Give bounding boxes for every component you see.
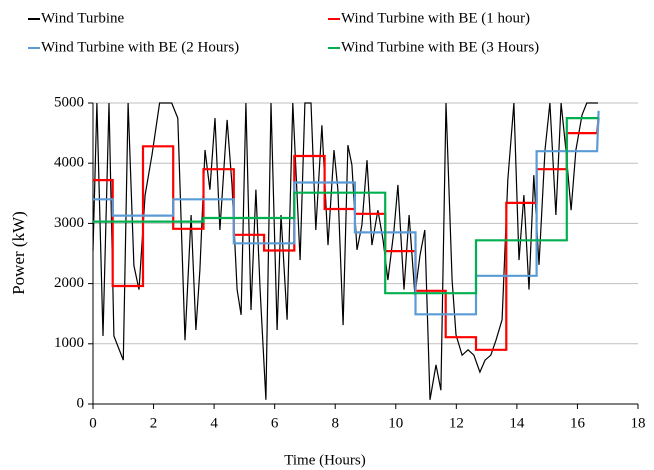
x-tick-label: 6 (271, 415, 279, 431)
x-tick-label: 10 (388, 415, 403, 431)
legend-label: Wind Turbine (41, 10, 125, 26)
legend-label: Wind Turbine with BE (3 Hours) (341, 39, 539, 55)
y-tick-label: 5000 (54, 94, 84, 110)
x-tick-label: 16 (570, 415, 586, 431)
x-tick-label: 2 (150, 415, 158, 431)
x-tick-label: 0 (89, 415, 97, 431)
series-line (93, 110, 600, 316)
series-line (92, 102, 598, 400)
x-axis-label: Time (Hours) (284, 452, 366, 468)
x-tick-label: 14 (509, 415, 525, 431)
y-tick-label: 0 (77, 395, 85, 411)
x-tick-label: 18 (631, 415, 646, 431)
y-tick-label: 4000 (54, 155, 84, 171)
y-tick-label: 2000 (54, 275, 84, 291)
x-tick-label: 8 (331, 415, 339, 431)
x-tick-label: 4 (210, 415, 218, 431)
legend-label: Wind Turbine with BE (2 Hours) (41, 39, 239, 55)
y-tick-label: 3000 (54, 215, 84, 231)
y-axis-label: Power (kW) (9, 211, 28, 295)
y-tick-label: 1000 (54, 335, 84, 351)
series-line (93, 117, 599, 295)
legend-label: Wind Turbine with BE (1 hour) (341, 10, 530, 26)
x-tick-label: 12 (449, 415, 464, 431)
